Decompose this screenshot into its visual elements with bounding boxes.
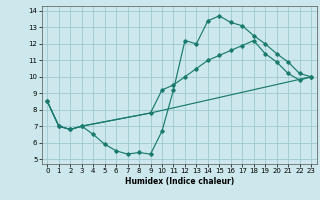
- X-axis label: Humidex (Indice chaleur): Humidex (Indice chaleur): [124, 177, 234, 186]
